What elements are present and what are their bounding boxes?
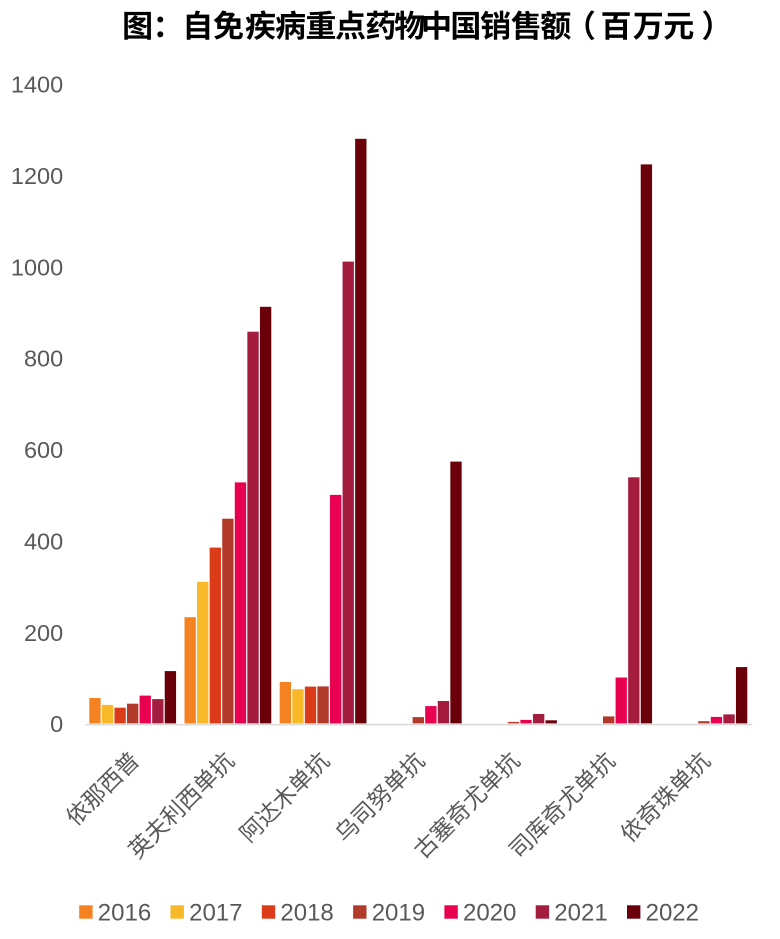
svg-text:400: 400: [24, 528, 63, 554]
svg-text:1200: 1200: [11, 163, 63, 189]
svg-text:2018: 2018: [280, 899, 333, 926]
svg-text:1000: 1000: [11, 254, 63, 280]
svg-text:2016: 2016: [98, 899, 151, 926]
svg-text:0: 0: [50, 711, 63, 737]
svg-text:2017: 2017: [189, 899, 242, 926]
svg-text:800: 800: [24, 346, 63, 372]
svg-text:1400: 1400: [11, 72, 63, 98]
svg-text:200: 200: [24, 620, 63, 646]
svg-text:2021: 2021: [554, 899, 607, 926]
svg-text:2019: 2019: [372, 899, 425, 926]
svg-text:2020: 2020: [463, 899, 516, 926]
svg-text:600: 600: [24, 437, 63, 463]
svg-text:2022: 2022: [646, 899, 699, 926]
